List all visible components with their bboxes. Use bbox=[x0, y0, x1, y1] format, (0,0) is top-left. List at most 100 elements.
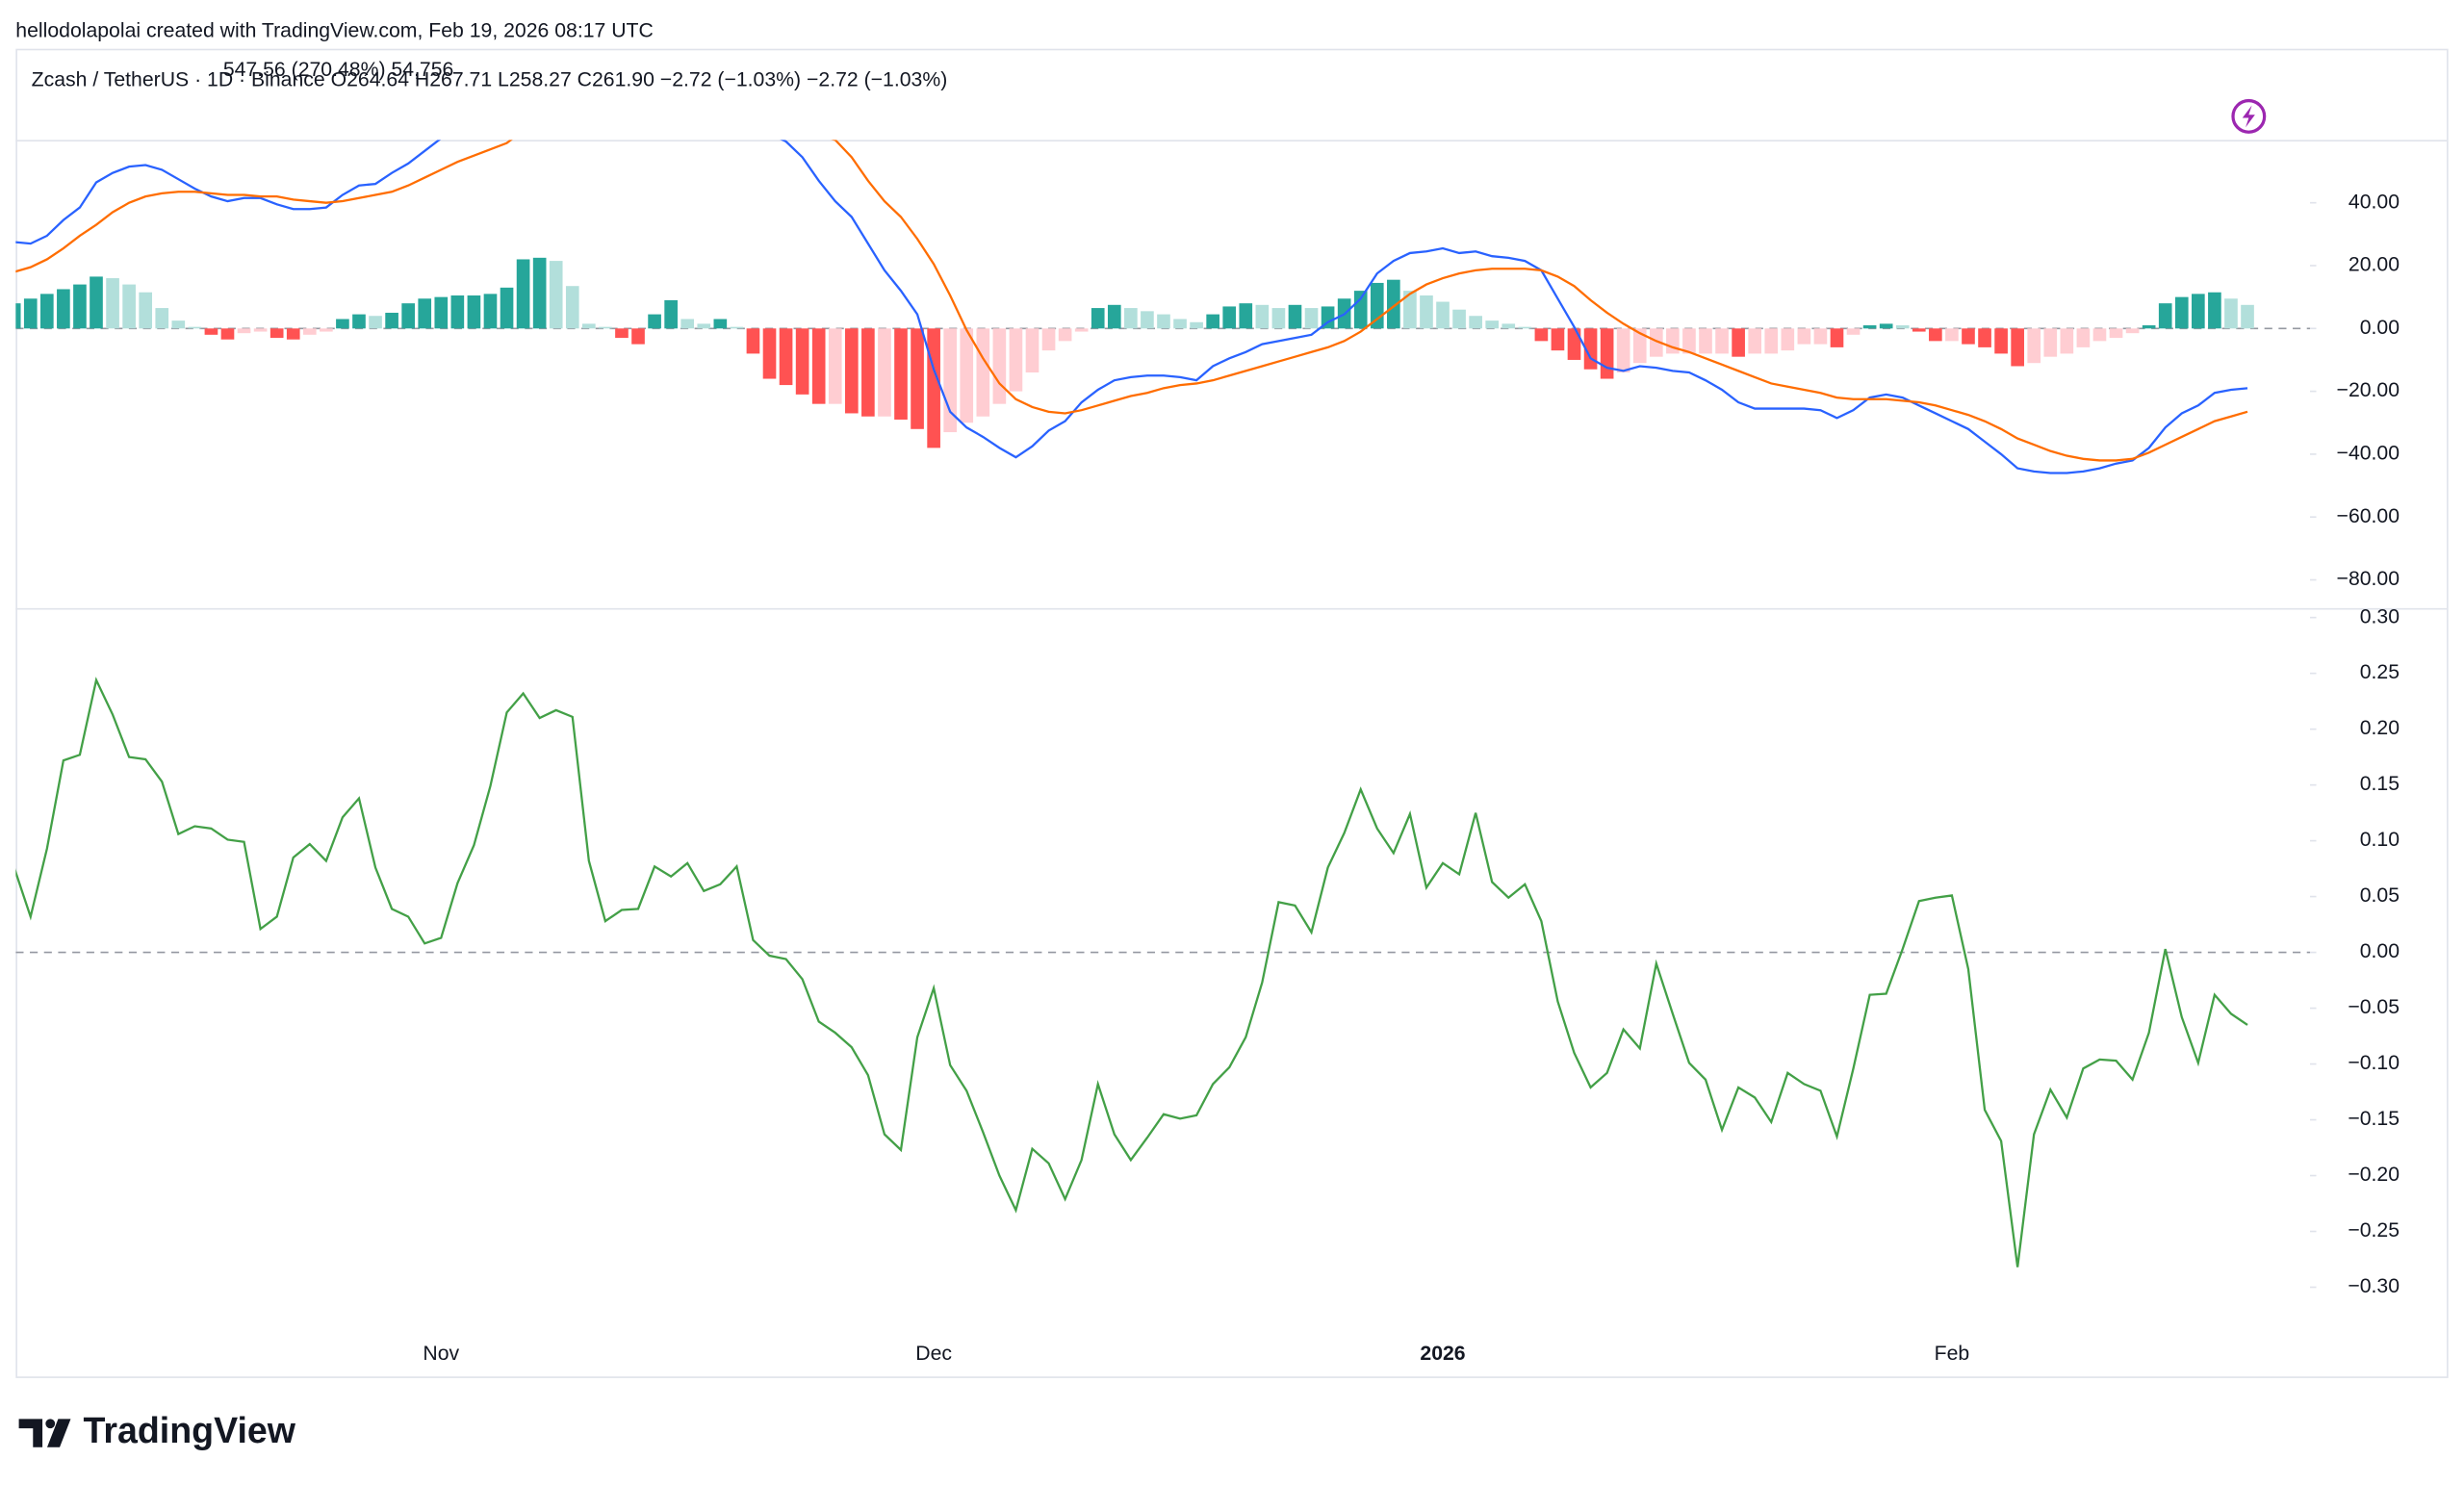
histogram-bar bbox=[1879, 323, 1893, 329]
histogram-bar bbox=[204, 328, 218, 335]
histogram-bar bbox=[2027, 328, 2041, 364]
histogram-bar bbox=[664, 299, 678, 329]
logo[interactable]: TradingView bbox=[18, 1410, 296, 1450]
histogram-bar bbox=[1009, 328, 1023, 392]
histogram-bar bbox=[976, 328, 990, 417]
y-tick-label: 0.00 bbox=[2360, 940, 2400, 962]
histogram-bar bbox=[1748, 328, 1762, 354]
y-tick-label: 20.00 bbox=[2348, 254, 2400, 276]
histogram-bar bbox=[1271, 308, 1286, 329]
histogram-bar bbox=[599, 326, 612, 329]
logo-text: TradingView bbox=[84, 1410, 296, 1450]
y-tick-label: −0.05 bbox=[2348, 996, 2400, 1018]
histogram-bar bbox=[1994, 328, 2008, 354]
line bbox=[15, 677, 2248, 1267]
x-tick-label: 2026 bbox=[1420, 1343, 1465, 1365]
y-tick-label: 0.15 bbox=[2360, 773, 2400, 795]
histogram-bar bbox=[2011, 328, 2024, 367]
histogram-bar bbox=[155, 308, 169, 329]
histogram-bar bbox=[253, 328, 268, 332]
histogram-bar bbox=[1813, 328, 1828, 345]
histogram-bar bbox=[1649, 328, 1663, 357]
y-tick-label: −0.25 bbox=[2348, 1219, 2400, 1242]
histogram-bar bbox=[1895, 325, 1910, 329]
histogram-bar bbox=[1353, 291, 1368, 329]
histogram-bar bbox=[1862, 325, 1877, 329]
frame bbox=[15, 48, 2449, 1378]
histogram-bar bbox=[39, 294, 54, 329]
histogram-bar bbox=[483, 294, 498, 329]
plot-area bbox=[15, 677, 2310, 1267]
histogram-bar bbox=[320, 328, 333, 332]
x-tick-label: Feb bbox=[1935, 1343, 1970, 1365]
histogram-bar bbox=[1945, 328, 1959, 342]
line bbox=[15, 140, 2248, 474]
histogram-bar bbox=[286, 328, 300, 340]
histogram-bar bbox=[2125, 328, 2140, 334]
plot-area bbox=[15, 140, 2310, 474]
histogram-bar bbox=[861, 328, 875, 417]
histogram-bar bbox=[1452, 309, 1466, 329]
histogram-bar bbox=[418, 298, 432, 329]
histogram-bar bbox=[1764, 328, 1779, 354]
y-tick-label: 40.00 bbox=[2348, 191, 2400, 213]
y-tick-label: −80.00 bbox=[2337, 568, 2400, 590]
y-tick-label: 0.05 bbox=[2360, 884, 2400, 907]
histogram-bar bbox=[1551, 328, 1565, 351]
histogram-bar bbox=[1288, 304, 1302, 329]
histogram-bar bbox=[960, 328, 974, 423]
symbol[interactable]: Zcash / TetherUS · 1D · Binance bbox=[32, 68, 325, 90]
legend: Zcash / TetherUS · 1D · Binance O264.64 … bbox=[32, 68, 948, 90]
histogram-bar bbox=[1420, 295, 1433, 329]
histogram-bar bbox=[1534, 328, 1549, 342]
alert-icon[interactable] bbox=[2231, 98, 2267, 134]
attribution: hellodolapolai created with TradingView.… bbox=[15, 19, 654, 41]
histogram-bar bbox=[1157, 314, 1170, 329]
histogram-bar bbox=[648, 314, 661, 329]
histogram-bar bbox=[1567, 328, 1581, 360]
y-tick-label: −40.00 bbox=[2337, 443, 2400, 465]
y-tick-label: 0.00 bbox=[2360, 317, 2400, 339]
histogram-bar bbox=[434, 296, 449, 329]
histogram-bar bbox=[369, 316, 382, 329]
histogram-bar bbox=[1962, 328, 1975, 345]
histogram-bar bbox=[697, 323, 711, 329]
histogram-bar bbox=[516, 259, 530, 329]
close: C261.90 bbox=[578, 68, 654, 90]
histogram-bar bbox=[15, 303, 21, 329]
histogram-bar bbox=[1632, 328, 1647, 364]
histogram-bar bbox=[467, 295, 481, 329]
low: L258.27 bbox=[498, 68, 572, 90]
histogram-bar bbox=[1485, 320, 1500, 329]
histogram-bar bbox=[746, 328, 760, 354]
histogram-bar bbox=[680, 319, 695, 329]
histogram-bar bbox=[90, 276, 103, 329]
y-tick-label: 0.25 bbox=[2360, 661, 2400, 683]
histogram-bar bbox=[1436, 301, 1450, 329]
histogram-bar bbox=[2109, 328, 2123, 339]
histogram-bar bbox=[500, 287, 514, 329]
overlay-values: 547.56 (270.48%) 54,756 bbox=[223, 59, 453, 81]
histogram-bar bbox=[122, 284, 136, 329]
histogram-bar bbox=[713, 319, 728, 329]
histogram-bar bbox=[911, 328, 924, 429]
y-tick-label: 0.30 bbox=[2360, 605, 2400, 627]
histogram-bar bbox=[1255, 304, 1270, 329]
histogram-bar bbox=[23, 298, 38, 329]
histogram-bar bbox=[1190, 321, 1203, 329]
histogram-bar bbox=[2208, 292, 2221, 329]
histogram-bar bbox=[1929, 328, 1942, 342]
y-tick-label: −0.20 bbox=[2348, 1164, 2400, 1186]
histogram-bar bbox=[1469, 316, 1482, 329]
histogram-bar bbox=[1074, 328, 1089, 332]
histogram-bar bbox=[1797, 328, 1811, 345]
histogram-bar bbox=[1699, 328, 1712, 354]
histogram-bar bbox=[106, 278, 119, 329]
histogram-bar bbox=[1781, 328, 1795, 351]
histogram-bar bbox=[1387, 279, 1400, 329]
histogram-bar bbox=[2174, 296, 2189, 329]
histogram-bar bbox=[139, 292, 153, 329]
histogram-bar bbox=[894, 328, 908, 420]
